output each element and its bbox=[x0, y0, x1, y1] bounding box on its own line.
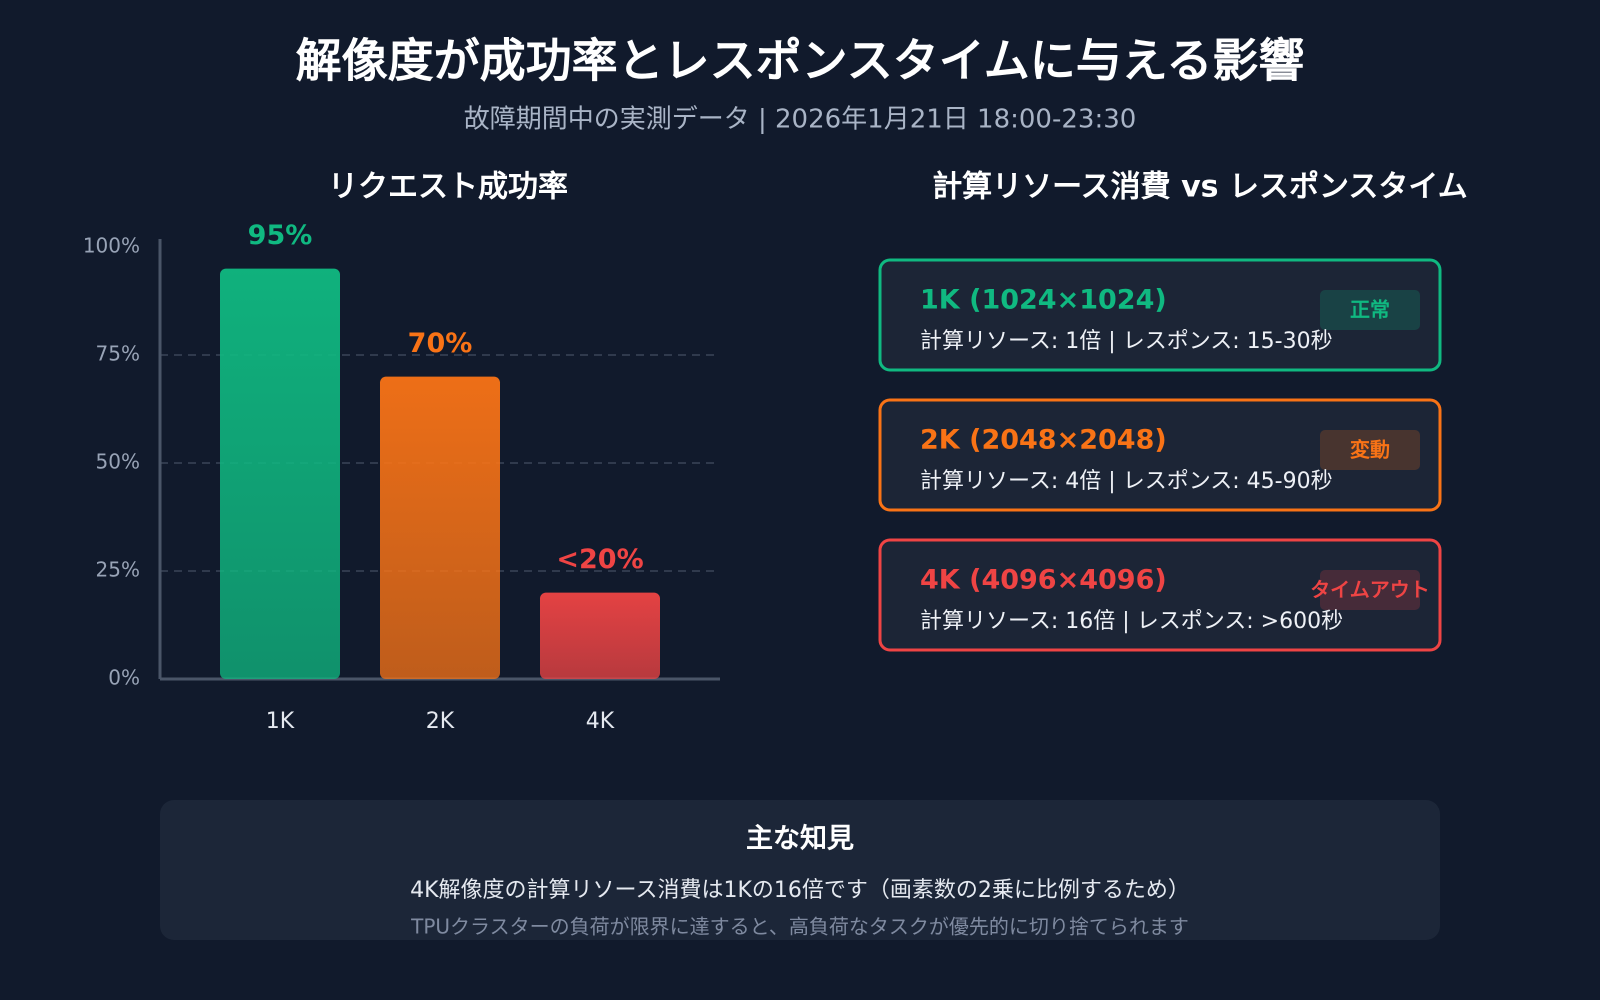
x-tick-label: 4K bbox=[586, 709, 615, 734]
insight-line: TPUクラスターの負荷が限界に達すると、高負荷なタスクが優先的に切り捨てられます bbox=[410, 915, 1189, 939]
resolution-card bbox=[878, 538, 1442, 652]
insight-line: 4K解像度の計算リソース消費は1Kの16倍です（画素数の2乗に比例するため） bbox=[410, 878, 1190, 903]
insights-panel bbox=[160, 800, 1440, 940]
insights-title: 主な知見 bbox=[746, 824, 854, 855]
value-label: <20% bbox=[556, 544, 643, 575]
card-heading: 1K (1024×1024) bbox=[920, 285, 1167, 316]
status-badge-label: タイムアウト bbox=[1310, 578, 1430, 602]
card-detail: 計算リソース: 4倍 | レスポンス: 45-90秒 bbox=[920, 469, 1333, 494]
card-detail: 計算リソース: 16倍 | レスポンス: >600秒 bbox=[920, 609, 1343, 634]
page-subtitle: 故障期間中の実測データ | 2026年1月21日 18:00-23:30 bbox=[464, 105, 1137, 135]
bar bbox=[540, 592, 660, 679]
x-tick-label: 2K bbox=[426, 709, 455, 734]
y-tick-label: 50% bbox=[96, 450, 140, 474]
bar bbox=[380, 376, 500, 679]
value-label: 70% bbox=[408, 328, 473, 359]
status-badge-label: 正常 bbox=[1350, 298, 1390, 322]
card-heading: 4K (4096×4096) bbox=[920, 565, 1167, 596]
resolution-card bbox=[878, 398, 1442, 512]
status-badge bbox=[1320, 570, 1420, 610]
status-badge bbox=[1320, 430, 1420, 470]
page-title: 解像度が成功率とレスポンスタイムに与える影響 bbox=[296, 34, 1305, 88]
resolution-card bbox=[878, 258, 1442, 372]
value-label: 95% bbox=[248, 220, 313, 251]
status-badge-label: 変動 bbox=[1350, 438, 1390, 462]
chart-title: リクエスト成功率 bbox=[328, 170, 568, 205]
x-tick-label: 1K bbox=[266, 709, 295, 734]
bar bbox=[220, 268, 340, 679]
y-tick-label: 25% bbox=[96, 558, 140, 582]
comparison-title: 計算リソース消費 vs レスポンスタイム bbox=[932, 170, 1468, 205]
card-detail: 計算リソース: 1倍 | レスポンス: 15-30秒 bbox=[920, 329, 1333, 354]
y-tick-label: 100% bbox=[83, 234, 140, 258]
card-heading: 2K (2048×2048) bbox=[920, 425, 1167, 456]
status-badge bbox=[1320, 290, 1420, 330]
y-tick-label: 75% bbox=[96, 342, 140, 366]
y-tick-label: 0% bbox=[108, 666, 140, 690]
